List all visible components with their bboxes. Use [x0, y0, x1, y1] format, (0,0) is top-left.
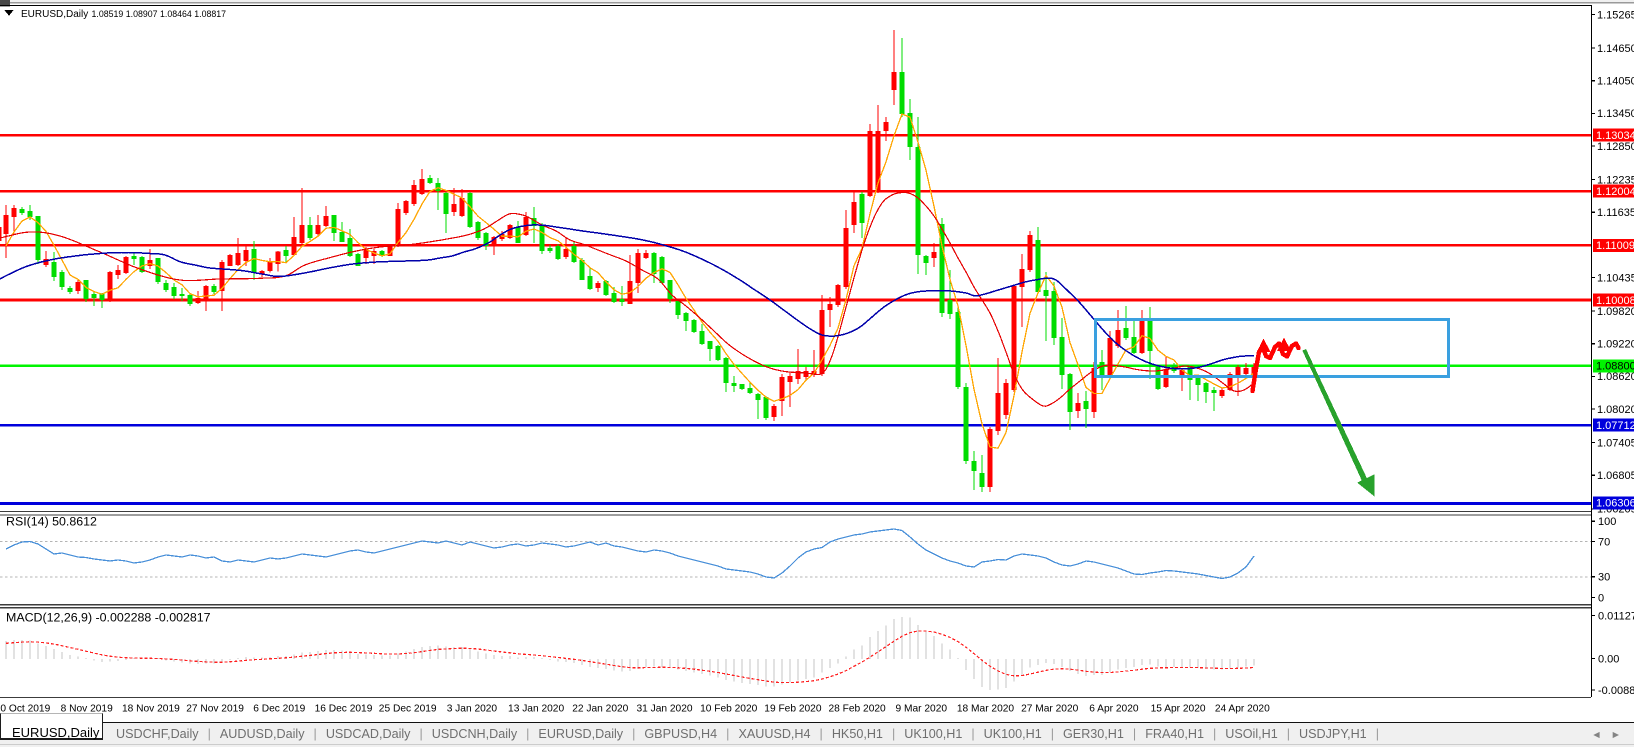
svg-text:6 Apr 2020: 6 Apr 2020 [1089, 704, 1139, 715]
svg-text:13 Jan 2020: 13 Jan 2020 [508, 704, 564, 715]
svg-text:28 Feb 2020: 28 Feb 2020 [828, 704, 886, 715]
svg-text:1.15265: 1.15265 [1597, 9, 1634, 21]
svg-text:30 Oct 2019: 30 Oct 2019 [0, 704, 51, 715]
svg-text:25 Dec 2019: 25 Dec 2019 [379, 704, 437, 715]
svg-text:16 Dec 2019: 16 Dec 2019 [315, 704, 373, 715]
svg-text:1.06306: 1.06306 [1596, 498, 1634, 510]
svg-text:MACD(12,26,9) -0.002288 -0.002: MACD(12,26,9) -0.002288 -0.002817 [6, 611, 211, 625]
svg-text:1.08620: 1.08620 [1597, 371, 1634, 383]
svg-text:1.08800: 1.08800 [1596, 361, 1634, 373]
svg-text:18 Nov 2019: 18 Nov 2019 [122, 704, 180, 715]
svg-text:1.12850: 1.12850 [1597, 141, 1634, 153]
svg-text:0.011277: 0.011277 [1598, 610, 1634, 622]
svg-text:1.13450: 1.13450 [1597, 108, 1634, 120]
svg-text:1.13034: 1.13034 [1596, 130, 1634, 142]
svg-text:EURUSD,Daily: EURUSD,Daily [21, 9, 88, 20]
svg-text:1.10435: 1.10435 [1597, 272, 1634, 284]
svg-text:31 Jan 2020: 31 Jan 2020 [636, 704, 692, 715]
svg-text:15 Apr 2020: 15 Apr 2020 [1151, 704, 1206, 715]
svg-text:1.11635: 1.11635 [1597, 207, 1634, 219]
svg-text:1.14050: 1.14050 [1597, 76, 1634, 88]
svg-text:1.07405: 1.07405 [1597, 437, 1634, 449]
svg-text:1.10008: 1.10008 [1596, 295, 1634, 307]
svg-text:18 Mar 2020: 18 Mar 2020 [957, 704, 1015, 715]
svg-text:30: 30 [1598, 572, 1610, 584]
svg-text:1.06805: 1.06805 [1597, 470, 1634, 482]
svg-text:22 Jan 2020: 22 Jan 2020 [572, 704, 628, 715]
svg-text:-0.008845: -0.008845 [1598, 685, 1634, 697]
svg-text:1.12235: 1.12235 [1597, 174, 1634, 186]
svg-text:70: 70 [1598, 536, 1610, 548]
svg-text:6 Dec 2019: 6 Dec 2019 [253, 704, 305, 715]
svg-text:1.12004: 1.12004 [1596, 186, 1634, 198]
svg-text:9 Mar 2020: 9 Mar 2020 [896, 704, 948, 715]
svg-text:27 Mar 2020: 27 Mar 2020 [1021, 704, 1079, 715]
svg-text:RSI(14) 50.8612: RSI(14) 50.8612 [6, 515, 97, 529]
svg-text:1.08519 1.08907 1.08464 1.0881: 1.08519 1.08907 1.08464 1.08817 [92, 9, 227, 19]
svg-text:27 Nov 2019: 27 Nov 2019 [186, 704, 244, 715]
svg-text:0.00: 0.00 [1598, 653, 1619, 665]
svg-text:24 Apr 2020: 24 Apr 2020 [1215, 704, 1270, 715]
svg-text:1.08020: 1.08020 [1597, 404, 1634, 416]
svg-text:3 Jan 2020: 3 Jan 2020 [447, 704, 498, 715]
svg-text:1.07712: 1.07712 [1596, 420, 1634, 432]
svg-text:1.09820: 1.09820 [1597, 306, 1634, 318]
svg-text:10 Feb 2020: 10 Feb 2020 [700, 704, 758, 715]
svg-text:1.11009: 1.11009 [1596, 240, 1634, 252]
svg-text:1.14650: 1.14650 [1597, 43, 1634, 55]
svg-text:0: 0 [1598, 592, 1604, 604]
svg-text:19 Feb 2020: 19 Feb 2020 [764, 704, 822, 715]
svg-text:8 Nov 2019: 8 Nov 2019 [61, 704, 113, 715]
svg-text:1.09220: 1.09220 [1597, 339, 1634, 351]
svg-text:100: 100 [1598, 516, 1616, 528]
